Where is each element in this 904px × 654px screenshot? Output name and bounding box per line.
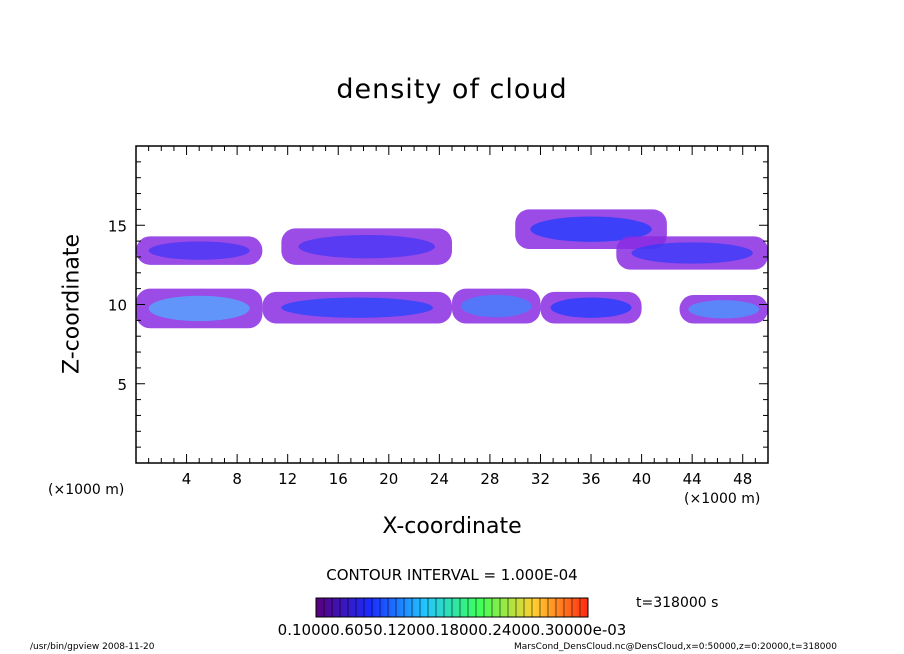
cloud-regions bbox=[136, 209, 768, 329]
y-tick-label: 10 bbox=[108, 297, 127, 315]
cloud-region bbox=[262, 291, 452, 324]
colorbar-stripes bbox=[323, 598, 581, 617]
x-tick-label: 48 bbox=[733, 470, 752, 488]
x-tick-label: 44 bbox=[683, 470, 702, 488]
axis-ticks bbox=[136, 146, 768, 463]
x-tick-label: 8 bbox=[232, 470, 242, 488]
x-tick-label: 40 bbox=[632, 470, 651, 488]
footer-source: MarsCond_DensCloud.nc@DensCloud,x=0:5000… bbox=[514, 642, 837, 652]
cloud-region bbox=[452, 288, 541, 324]
x-tick-label: 16 bbox=[329, 470, 348, 488]
cloud-region bbox=[616, 236, 768, 270]
contour-interval-label: CONTOUR INTERVAL = 1.000E-04 bbox=[326, 566, 578, 584]
cloud-region bbox=[136, 236, 263, 265]
x-unit-label-left: (×1000 m) bbox=[48, 482, 125, 498]
x-tick-label: 32 bbox=[531, 470, 550, 488]
time-label: t=318000 s bbox=[636, 595, 719, 611]
cloud-region bbox=[136, 288, 263, 329]
footer-program: /usr/bin/gpview 2008-11-20 bbox=[30, 642, 155, 652]
x-unit-label-right: (×1000 m) bbox=[684, 491, 761, 507]
colorbar-labels: 0.10000.6050.12000.18000.24000.30000e-03 bbox=[277, 621, 627, 639]
x-tick-label: 36 bbox=[581, 470, 600, 488]
x-axis-label: X-coordinate bbox=[382, 514, 522, 539]
chart-title: density of cloud bbox=[336, 74, 568, 105]
x-tick-label: 20 bbox=[379, 470, 398, 488]
x-tick-label: 4 bbox=[182, 470, 192, 488]
cloud-region bbox=[679, 294, 768, 324]
x-tick-label: 28 bbox=[480, 470, 499, 488]
x-tick-label: 12 bbox=[278, 470, 297, 488]
y-tick-label: 15 bbox=[108, 217, 127, 235]
cloud-region bbox=[540, 291, 642, 324]
x-tick-label: 24 bbox=[430, 470, 449, 488]
y-axis-label: Z-coordinate bbox=[59, 234, 85, 374]
y-tick-label: 5 bbox=[117, 376, 127, 394]
cloud-region bbox=[281, 228, 452, 265]
